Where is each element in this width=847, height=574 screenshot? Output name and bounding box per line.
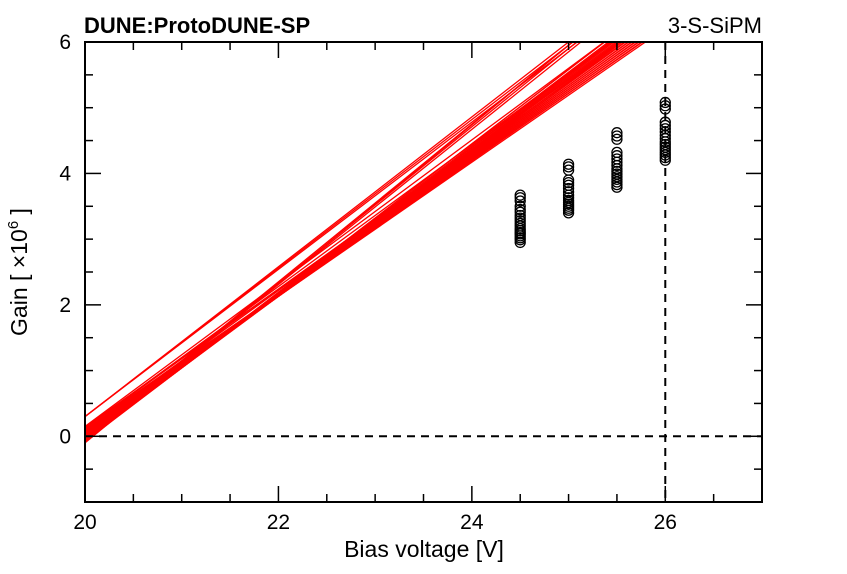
fit-line — [85, 42, 606, 442]
y-axis-title-times: ×10 — [6, 229, 32, 268]
fit-line — [85, 42, 578, 441]
data-point-marker — [611, 130, 623, 142]
x-tick-label: 20 — [73, 511, 96, 534]
data-point-marker — [514, 200, 526, 212]
fit-line — [85, 42, 570, 418]
data-point-marker — [562, 158, 575, 170]
fit-line — [85, 42, 610, 441]
x-axis-title: Bias voltage [V] — [344, 536, 504, 562]
fit-line — [85, 42, 606, 427]
data-point-marker — [611, 133, 623, 145]
fit-line — [85, 42, 621, 439]
data-point-marker — [514, 209, 526, 222]
experiment-label: DUNE:ProtoDUNE-SP — [84, 13, 310, 38]
fit-line — [85, 42, 615, 442]
x-tick-label: 22 — [267, 511, 290, 534]
x-tick-label: 24 — [460, 511, 484, 534]
reference-lines-group — [85, 42, 762, 502]
fit-line — [85, 42, 613, 429]
fit-line — [85, 42, 606, 442]
fit-line — [85, 42, 624, 437]
fit-line — [85, 42, 618, 440]
fit-line — [85, 42, 619, 441]
x-tick-label: 26 — [654, 511, 677, 534]
fit-line — [85, 42, 614, 441]
data-point-marker — [611, 127, 623, 139]
data-point-marker — [514, 195, 526, 207]
data-point-marker — [611, 150, 623, 162]
y-tick-label: 6 — [59, 31, 71, 54]
fit-line — [85, 42, 582, 441]
y-axis-title: Gain [ ×106 ] — [5, 208, 32, 336]
y-axis-title-exponent: 6 — [5, 221, 22, 229]
data-point-marker — [611, 146, 623, 159]
data-point-marker — [611, 153, 623, 165]
fit-line — [85, 42, 626, 428]
fit-line — [85, 42, 623, 441]
sensor-type-label: 3-S-SiPM — [668, 13, 762, 38]
fit-line — [85, 42, 630, 438]
fit-line — [85, 42, 574, 441]
fit-lines-group — [85, 42, 647, 444]
axis-ticks-group — [84, 41, 763, 503]
measurement-markers-group — [514, 96, 671, 249]
fit-line — [85, 42, 647, 431]
y-tick-label: 0 — [59, 425, 71, 448]
data-point-marker — [562, 164, 575, 176]
data-point-marker — [514, 189, 526, 201]
fit-line — [85, 42, 612, 443]
data-point-marker — [562, 186, 575, 198]
y-tick-label: 4 — [59, 162, 71, 185]
y-axis-title-main: Gain [ — [6, 268, 32, 336]
y-tick-label: 2 — [59, 294, 71, 317]
data-point-marker — [562, 182, 575, 195]
data-point-marker — [514, 203, 526, 216]
fit-line — [85, 42, 574, 444]
y-axis-title-close: ] — [6, 208, 32, 221]
data-point-marker — [659, 96, 671, 109]
fit-line — [85, 42, 627, 439]
